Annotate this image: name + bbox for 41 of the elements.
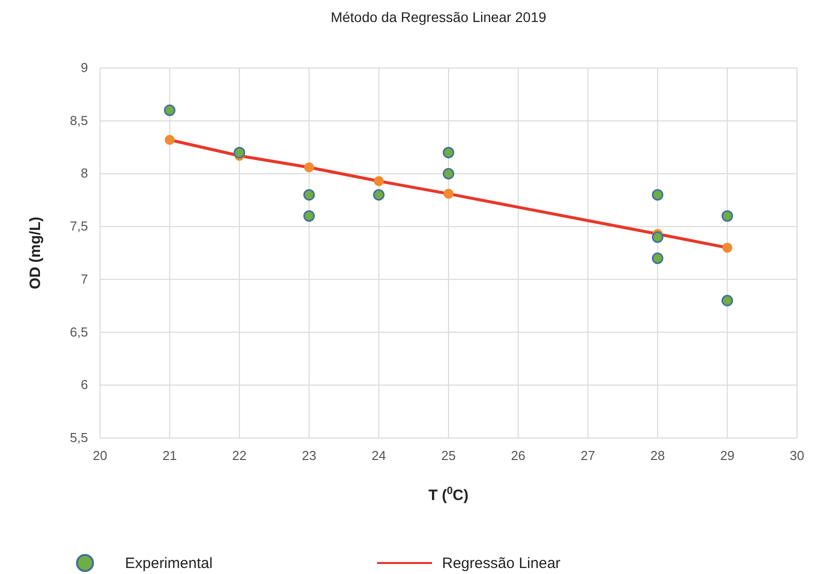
point <box>373 189 385 201</box>
point <box>304 162 314 172</box>
point <box>444 188 454 199</box>
x-tick-label: 25 <box>441 448 456 463</box>
point <box>652 252 664 264</box>
x-axis-title: T ($^{0}$C) <box>428 485 469 504</box>
point <box>374 176 384 186</box>
x-tick-label: 27 <box>580 448 596 463</box>
legend-label: Regressão Linear <box>442 555 560 572</box>
point <box>652 189 664 201</box>
y-tick-label: 7 <box>80 271 88 286</box>
point <box>722 242 732 253</box>
y-tick-label: 7,5 <box>70 218 88 234</box>
x-tick-label: 22 <box>232 448 247 463</box>
y-tick-label: 8,5 <box>70 112 88 128</box>
point <box>652 231 664 243</box>
x-tick-label: 26 <box>510 448 526 463</box>
point <box>303 189 315 201</box>
x-tick-label: 20 <box>92 448 108 463</box>
x-tick-label: 21 <box>162 448 177 463</box>
x-tick-label: 24 <box>372 448 386 463</box>
legend-label: Experimental <box>125 555 213 572</box>
x-tick-label: 23 <box>302 448 316 463</box>
point <box>442 146 454 158</box>
y-axis-title: OD (mg/L) <box>27 216 44 290</box>
x-tick-label: 29 <box>720 448 735 463</box>
y-tick-label: 6,5 <box>70 324 88 340</box>
point <box>722 210 734 222</box>
chart-title: Método da Regressão Linear 2019 <box>330 9 547 25</box>
point <box>234 146 246 158</box>
x-tick-label: 30 <box>790 448 804 463</box>
y-tick-label: 6 <box>80 377 88 392</box>
x-tick-label: 28 <box>650 448 665 463</box>
y-tick-label: 5,5 <box>70 430 88 445</box>
point <box>164 134 175 145</box>
y-tick-label: 9 <box>80 60 88 75</box>
y-tick-label: 8 <box>80 166 88 181</box>
point <box>164 104 176 116</box>
point <box>442 168 454 180</box>
point <box>303 210 315 222</box>
point <box>722 294 734 306</box>
